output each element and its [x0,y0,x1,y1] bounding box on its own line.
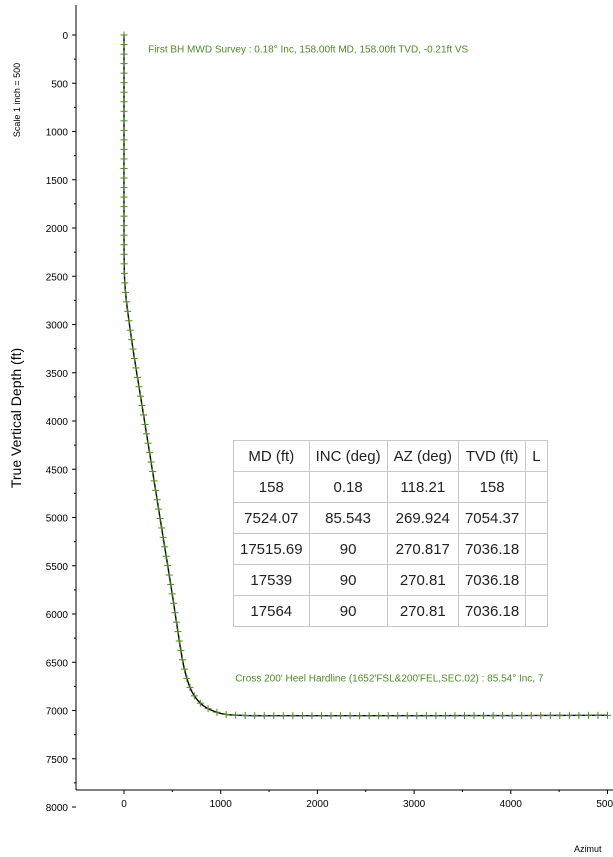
y-tick-label: 3500 [46,369,69,380]
y-tick-label: 5000 [46,514,69,525]
table-cell: 7036.18 [457,595,527,627]
table-cell: 90 [308,564,388,596]
table-cell [525,595,548,627]
table-cell [525,502,548,534]
x-axis: 0 1000 2000 3000 4000 5000 [76,789,613,810]
table-cell: 90 [308,533,388,565]
table-cell: 269.924 [386,502,459,534]
annotation-layer: First BH MWD Survey : 0.18° Inc, 158.00f… [148,44,544,684]
table-row: 17539 90 270.81 7036.18 [233,564,548,596]
table-cell: 270.817 [386,533,459,565]
y-tick-label: 3000 [46,321,69,332]
y-tick-label: 4000 [46,417,69,428]
y-tick-label: 1000 [46,128,69,139]
table-cell: 90 [308,595,388,627]
table-cell: 17539 [233,564,310,596]
table-row: 158 0.18 118.21 158 [233,471,548,503]
x-tick-label: 3000 [403,799,426,810]
y-tick-label: 7000 [46,707,69,718]
y-tick-label: 5500 [46,562,69,573]
table-row: 17515.69 90 270.817 7036.18 [233,533,548,565]
x-tick-label: 2000 [306,799,329,810]
y-tick-label: 4500 [46,465,69,476]
table-cell: 17564 [233,595,310,627]
x-tick-label: 0 [121,799,127,810]
table-cell: 7524.07 [233,502,310,534]
table-cell [525,471,548,503]
table-cell: 118.21 [386,471,459,503]
table-cell: 0.18 [308,471,388,503]
y-axis-title: True Vertical Depth (ft) [8,348,24,488]
y-tick-label: 6500 [46,658,69,669]
table-header-cell: L [525,440,548,472]
y-tick-label: 0 [62,31,68,42]
x-tick-label: 4000 [500,799,523,810]
y-tick-label: 7500 [46,755,69,766]
table-header-cell: AZ (deg) [386,440,459,472]
table-cell: 7036.18 [457,533,527,565]
table-header-cell: TVD (ft) [457,440,527,472]
table-cell: 270.81 [386,564,459,596]
table-row: 17564 90 270.81 7036.18 [233,595,548,627]
y-axis: 0 500 1000 1500 2000 2500 3000 3500 4000 4500 5000… [46,5,77,814]
table-cell: 158 [233,471,310,503]
table-cell [525,564,548,596]
y-tick-label: 6000 [46,610,69,621]
table-header-cell: MD (ft) [233,440,310,472]
y-tick-label: 2500 [46,272,69,283]
x-tick-label: 5000 [596,799,613,810]
table-cell [525,533,548,565]
scale-note: Scale 1 inch = 500 [12,63,22,137]
table-header-cell: INC (deg) [308,440,388,472]
table-cell: 85.543 [308,502,388,534]
table-cell: 7036.18 [457,564,527,596]
y-tick-label: 8000 [46,803,69,814]
table-cell: 7054.37 [457,502,527,534]
y-tick-label: 500 [51,79,68,90]
survey-data-table: MD (ft) INC (deg) AZ (deg) TVD (ft) L 158 0.1… [233,440,548,627]
table-body: 158 0.18 118.21 158 7524.07 85.543 269.924 7054… [233,471,548,627]
survey-annotation: First BH MWD Survey : 0.18° Inc, 158.00f… [148,44,468,55]
table-cell: 158 [457,471,527,503]
table-cell: 270.81 [386,595,459,627]
survey-annotation: Cross 200' Heel Hardline (1652'FSL&200'F… [235,674,544,685]
table-cell: 17515.69 [233,533,310,565]
table-row: 7524.07 85.543 269.924 7054.37 [233,502,548,534]
y-tick-label: 2000 [46,224,69,235]
y-tick-label: 1500 [46,176,69,187]
series-layer [120,31,611,720]
x-tick-label: 1000 [210,799,233,810]
table-header-row: MD (ft) INC (deg) AZ (deg) TVD (ft) L [233,440,548,472]
x-axis-title: Azimut [574,844,602,854]
